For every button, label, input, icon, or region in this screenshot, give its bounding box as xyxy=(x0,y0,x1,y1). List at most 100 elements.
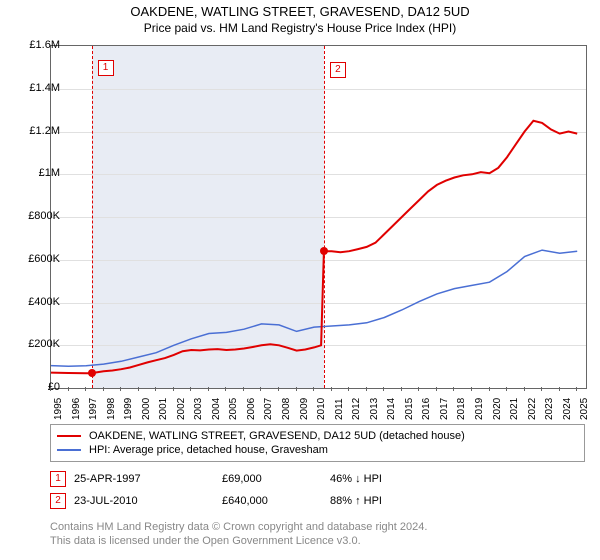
x-tick xyxy=(576,387,577,391)
event-price: £69,000 xyxy=(222,473,322,485)
x-axis-label: 2002 xyxy=(176,398,187,420)
footnote-line-1: Contains HM Land Registry data © Crown c… xyxy=(50,520,585,534)
x-axis-label: 2018 xyxy=(456,398,467,420)
sale-dot-1 xyxy=(88,369,96,377)
x-tick xyxy=(260,387,261,391)
event-relative: 88% ↑ HPI xyxy=(330,495,430,507)
x-axis-label: 2013 xyxy=(369,398,380,420)
y-axis-label: £200K xyxy=(12,338,60,350)
x-tick xyxy=(348,387,349,391)
x-axis-label: 2024 xyxy=(562,398,573,420)
chart-container: OAKDENE, WATLING STREET, GRAVESEND, DA12… xyxy=(0,0,600,560)
chart-title: OAKDENE, WATLING STREET, GRAVESEND, DA12… xyxy=(0,4,600,19)
legend-label: OAKDENE, WATLING STREET, GRAVESEND, DA12… xyxy=(89,430,465,442)
x-tick xyxy=(313,387,314,391)
x-axis-label: 2019 xyxy=(474,398,485,420)
x-axis-label: 2010 xyxy=(316,398,327,420)
event-date: 25-APR-1997 xyxy=(74,473,214,485)
legend: OAKDENE, WATLING STREET, GRAVESEND, DA12… xyxy=(50,424,585,462)
x-tick xyxy=(225,387,226,391)
x-tick xyxy=(418,387,419,391)
legend-row: OAKDENE, WATLING STREET, GRAVESEND, DA12… xyxy=(57,429,578,443)
title-block: OAKDENE, WATLING STREET, GRAVESEND, DA12… xyxy=(0,4,600,35)
x-tick xyxy=(138,387,139,391)
x-axis-label: 1998 xyxy=(106,398,117,420)
x-axis-label: 2009 xyxy=(299,398,310,420)
event-row: 1 25-APR-1997 £69,000 46% ↓ HPI xyxy=(50,468,585,490)
x-axis-label: 2007 xyxy=(263,398,274,420)
y-axis-label: £1.2M xyxy=(12,125,60,137)
x-axis-label: 2008 xyxy=(281,398,292,420)
x-axis-label: 2021 xyxy=(509,398,520,420)
x-axis-label: 2004 xyxy=(211,398,222,420)
property-line xyxy=(51,121,577,373)
x-tick xyxy=(383,387,384,391)
line-layer xyxy=(51,46,586,388)
event-date: 23-JUL-2010 xyxy=(74,495,214,507)
x-tick xyxy=(489,387,490,391)
y-axis-label: £600K xyxy=(12,253,60,265)
x-tick xyxy=(120,387,121,391)
x-axis-label: 2006 xyxy=(246,398,257,420)
x-axis-label: 2011 xyxy=(334,398,345,420)
legend-swatch xyxy=(57,449,81,451)
x-tick xyxy=(208,387,209,391)
x-tick xyxy=(331,387,332,391)
x-tick xyxy=(296,387,297,391)
x-tick xyxy=(471,387,472,391)
x-tick xyxy=(436,387,437,391)
x-tick xyxy=(190,387,191,391)
x-axis-label: 2023 xyxy=(544,398,555,420)
event-marker-2: 2 xyxy=(330,62,346,78)
legend-swatch xyxy=(57,435,81,437)
y-axis-label: £400K xyxy=(12,296,60,308)
x-tick xyxy=(401,387,402,391)
x-axis-label: 1999 xyxy=(123,398,134,420)
x-axis-label: 2003 xyxy=(193,398,204,420)
sale-dot-2 xyxy=(320,247,328,255)
x-axis-label: 2016 xyxy=(421,398,432,420)
legend-label: HPI: Average price, detached house, Grav… xyxy=(89,444,328,456)
y-axis-label: £1.6M xyxy=(12,39,60,51)
x-tick xyxy=(453,387,454,391)
x-tick xyxy=(506,387,507,391)
x-axis-label: 2020 xyxy=(492,398,503,420)
x-axis-label: 2014 xyxy=(386,398,397,420)
y-axis-label: £1M xyxy=(12,167,60,179)
event-index: 1 xyxy=(50,471,66,487)
x-tick xyxy=(50,387,51,391)
footnote-line-2: This data is licensed under the Open Gov… xyxy=(50,534,585,548)
chart-subtitle: Price paid vs. HM Land Registry's House … xyxy=(0,21,600,35)
y-axis-label: £0 xyxy=(12,381,60,393)
x-tick xyxy=(155,387,156,391)
event-row: 2 23-JUL-2010 £640,000 88% ↑ HPI xyxy=(50,490,585,512)
x-tick xyxy=(541,387,542,391)
events-table: 1 25-APR-1997 £69,000 46% ↓ HPI 2 23-JUL-2010… xyxy=(50,468,585,512)
x-tick xyxy=(173,387,174,391)
y-axis-label: £1.4M xyxy=(12,82,60,94)
x-tick xyxy=(278,387,279,391)
x-tick xyxy=(366,387,367,391)
x-axis-label: 2005 xyxy=(228,398,239,420)
x-tick xyxy=(243,387,244,391)
x-axis-label: 1997 xyxy=(88,398,99,420)
hpi-line xyxy=(51,250,577,366)
x-axis-label: 2022 xyxy=(527,398,538,420)
x-axis-label: 1996 xyxy=(71,398,82,420)
x-axis-label: 2017 xyxy=(439,398,450,420)
x-axis-label: 2001 xyxy=(158,398,169,420)
x-tick xyxy=(559,387,560,391)
x-axis-label: 2012 xyxy=(351,398,362,420)
event-marker-1: 1 xyxy=(98,60,114,76)
plot-area: 1 2 xyxy=(50,45,587,389)
event-index: 2 xyxy=(50,493,66,509)
x-axis-label: 2000 xyxy=(141,398,152,420)
event-price: £640,000 xyxy=(222,495,322,507)
legend-row: HPI: Average price, detached house, Grav… xyxy=(57,443,578,457)
x-axis-label: 1995 xyxy=(53,398,64,420)
x-axis-label: 2025 xyxy=(579,398,590,420)
footnote: Contains HM Land Registry data © Crown c… xyxy=(50,520,585,549)
x-axis-label: 2015 xyxy=(404,398,415,420)
x-tick xyxy=(68,387,69,391)
event-relative: 46% ↓ HPI xyxy=(330,473,430,485)
